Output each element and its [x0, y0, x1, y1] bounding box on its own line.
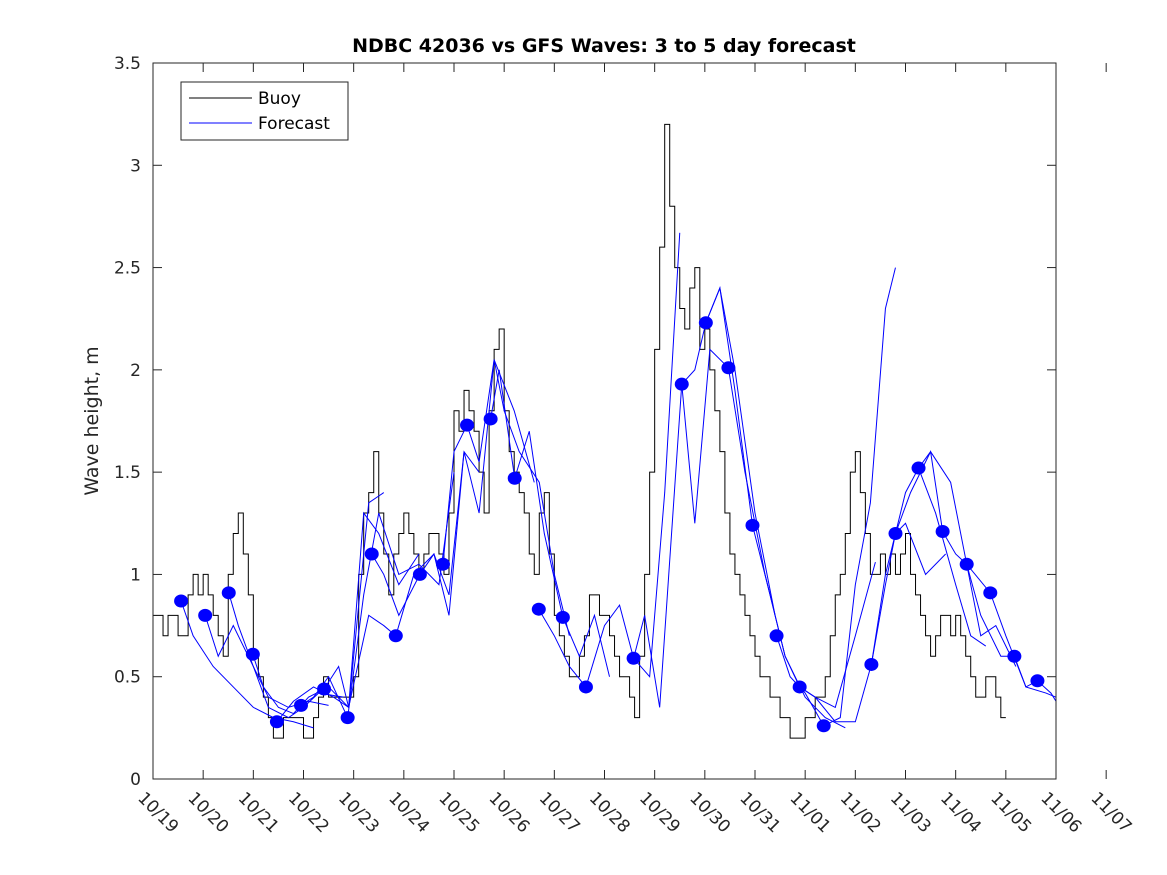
forecast-marker	[507, 471, 522, 485]
forecast-marker	[388, 629, 403, 643]
forecast-line-18	[894, 450, 1017, 667]
forecast-marker	[626, 651, 641, 665]
y-tick-label: 2.5	[114, 259, 141, 279]
forecast-marker	[698, 316, 713, 330]
y-tick-label: 1.5	[114, 463, 141, 483]
forecast-line-17	[870, 466, 987, 665]
forecast-line-9	[442, 359, 570, 636]
forecast-marker	[245, 647, 260, 661]
legend: Buoy Forecast	[180, 81, 349, 141]
buoy-line	[153, 123, 1006, 739]
forecast-marker	[460, 418, 475, 432]
forecast-line-14	[705, 286, 876, 709]
forecast-marker	[888, 527, 903, 541]
forecast-marker	[483, 412, 498, 426]
y-tick-label: 0.5	[114, 668, 141, 688]
forecast-marker	[293, 698, 308, 712]
forecast-marker	[864, 657, 879, 671]
forecast-marker	[531, 602, 546, 616]
forecast-line-3	[228, 592, 344, 719]
y-axis-label: Wave height, m	[81, 346, 103, 495]
forecast-marker	[745, 518, 760, 532]
forecast-marker	[721, 361, 736, 375]
forecast-marker	[174, 594, 189, 608]
forecast-marker	[674, 377, 689, 391]
forecast-marker	[959, 557, 974, 571]
forecast-line-10	[490, 369, 611, 677]
legend-label-buoy: Buoy	[258, 89, 301, 109]
forecast-marker	[1007, 649, 1022, 663]
forecast-marker	[198, 608, 213, 622]
forecast-line-8	[371, 359, 535, 617]
marker-layer	[174, 316, 1045, 733]
forecast-marker	[340, 711, 355, 725]
forecast-marker	[269, 715, 284, 729]
forecast-marker	[816, 719, 831, 733]
forecast-marker	[792, 680, 807, 694]
forecast-marker	[769, 629, 784, 643]
forecast-line-11	[538, 232, 681, 688]
forecast-marker	[317, 682, 332, 696]
chart-title: NDBC 42036 vs GFS Waves: 3 to 5 day fore…	[352, 35, 856, 57]
forecast-marker	[435, 557, 450, 571]
forecast-marker	[578, 680, 593, 694]
forecast-marker	[555, 610, 570, 624]
forecast-marker	[412, 567, 427, 581]
forecast-marker	[364, 547, 379, 561]
y-tick-label: 3	[130, 156, 141, 176]
legend-box	[180, 81, 349, 141]
plot-area	[153, 63, 1056, 779]
y-tick-label: 3.5	[114, 54, 141, 74]
forecast-marker	[935, 524, 950, 538]
series-layer	[153, 123, 1057, 739]
y-tick-label: 2	[130, 361, 141, 381]
y-tick-label: 0	[130, 770, 141, 790]
forecast-line-20	[966, 564, 1057, 702]
forecast-line-12	[633, 286, 776, 708]
y-tick-label: 1	[130, 565, 141, 585]
forecast-line-4	[252, 492, 385, 715]
forecast-line-1	[180, 600, 314, 729]
legend-label-forecast: Forecast	[258, 114, 330, 134]
forecast-line-16	[799, 522, 946, 723]
forecast-marker	[1030, 674, 1045, 688]
forecast-marker	[983, 586, 998, 600]
forecast-marker	[221, 586, 236, 600]
forecast-marker	[911, 461, 926, 475]
